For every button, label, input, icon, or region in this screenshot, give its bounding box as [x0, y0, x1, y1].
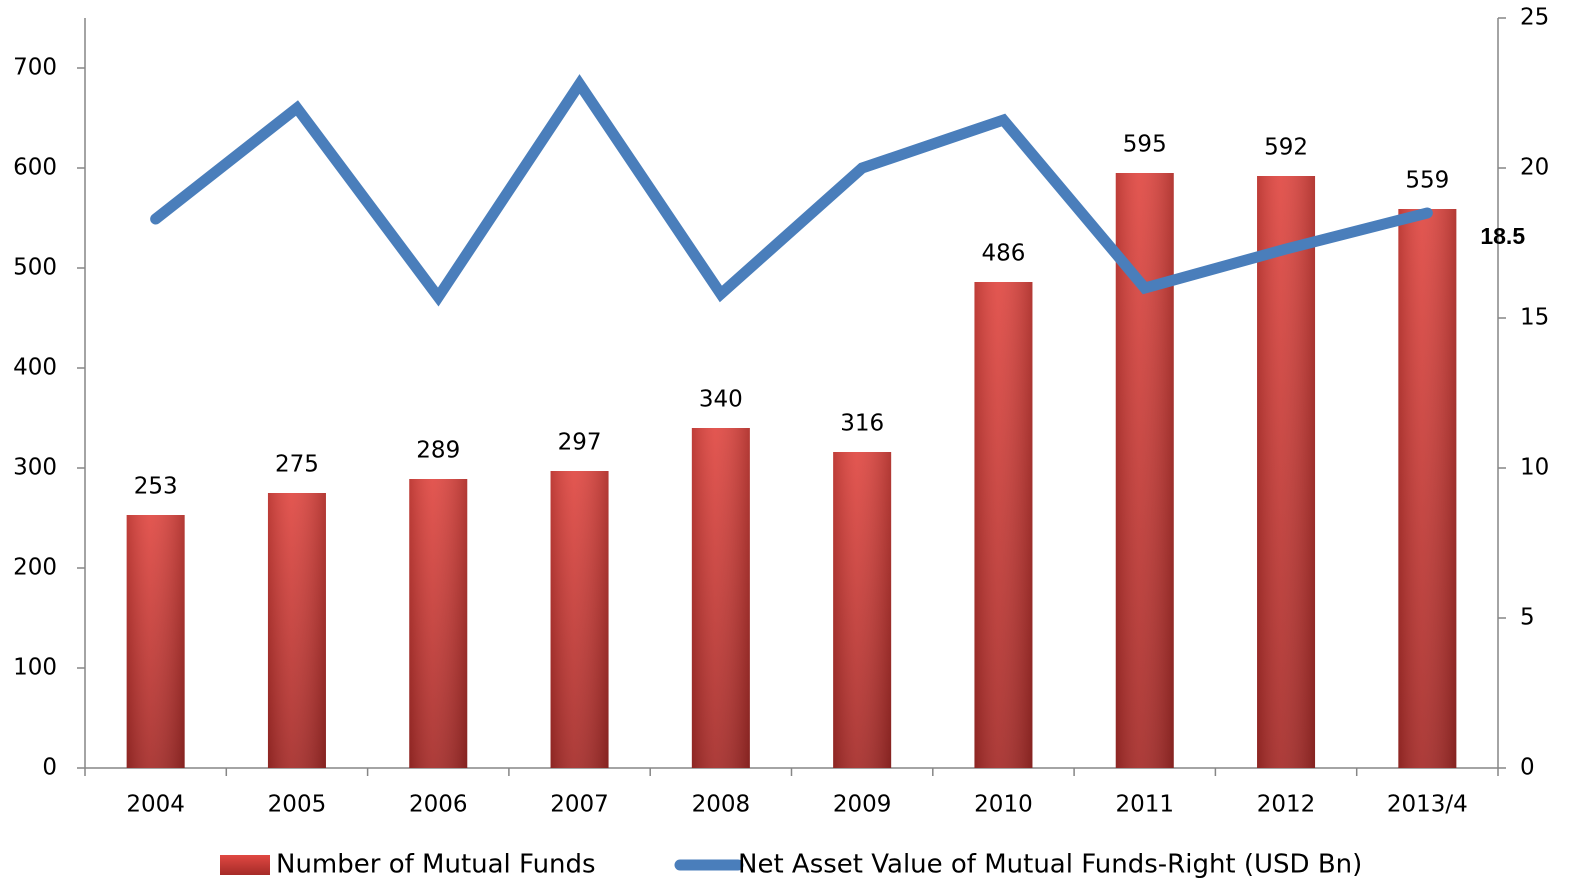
bar-shade: [409, 479, 468, 768]
x-tick-label: 2011: [1115, 792, 1174, 818]
y-tick-label: 100: [13, 655, 57, 681]
bar-value-label: 275: [275, 452, 319, 478]
y-tick-label: 0: [42, 755, 57, 781]
line: [150, 74, 1433, 307]
x-tick-label: 2009: [833, 792, 892, 818]
y-tick-label: 400: [13, 355, 57, 381]
bar-shade: [1257, 176, 1316, 768]
x-tick-label: 2007: [550, 792, 609, 818]
bar-value-label: 559: [1405, 168, 1449, 194]
bar-value-label: 486: [981, 241, 1025, 267]
y2-tick-label: 0: [1520, 755, 1535, 781]
x-tick-label: 2008: [692, 792, 751, 818]
line-value-label: 18.5: [1480, 223, 1525, 249]
x-tick-label: 2005: [268, 792, 327, 818]
bar-shade: [267, 493, 326, 768]
y2-tick-label: 5: [1520, 605, 1535, 631]
x-tick-label: 2012: [1257, 792, 1316, 818]
y-tick-label: 300: [13, 455, 57, 481]
bar-value-label: 592: [1264, 135, 1308, 161]
x-tick-label: 2006: [409, 792, 468, 818]
legend-swatch: [220, 855, 270, 875]
bar-value-label: 289: [416, 438, 460, 464]
bar-shade: [691, 428, 750, 768]
bar-shade: [126, 515, 185, 768]
bar-shade: [1398, 209, 1457, 768]
y-tick-label: 500: [13, 255, 57, 281]
bar-value-label: 316: [840, 411, 884, 437]
x-tick-label: 2013/4: [1387, 792, 1468, 818]
bar-value-label: 595: [1123, 132, 1167, 158]
x-tick-label: 2004: [126, 792, 185, 818]
bar-shade: [550, 471, 609, 768]
y2-tick-label: 20: [1520, 155, 1549, 181]
y2-tick-label: 25: [1520, 5, 1549, 31]
y2-tick-label: 15: [1520, 305, 1549, 331]
y-tick-label: 700: [13, 55, 57, 81]
bar-shade: [974, 282, 1033, 768]
bar-value-label: 340: [699, 387, 743, 413]
x-tick-label: 2010: [974, 792, 1033, 818]
y-tick-label: 200: [13, 555, 57, 581]
y2-tick-label: 10: [1520, 455, 1549, 481]
bar-value-label: 253: [134, 474, 178, 500]
legend-label: Number of Mutual Funds: [276, 850, 596, 880]
bar-value-label: 297: [558, 430, 602, 456]
y-tick-label: 600: [13, 155, 57, 181]
legend-label: Net Asset Value of Mutual Funds-Right (U…: [738, 850, 1362, 880]
bar-shade: [833, 452, 892, 768]
